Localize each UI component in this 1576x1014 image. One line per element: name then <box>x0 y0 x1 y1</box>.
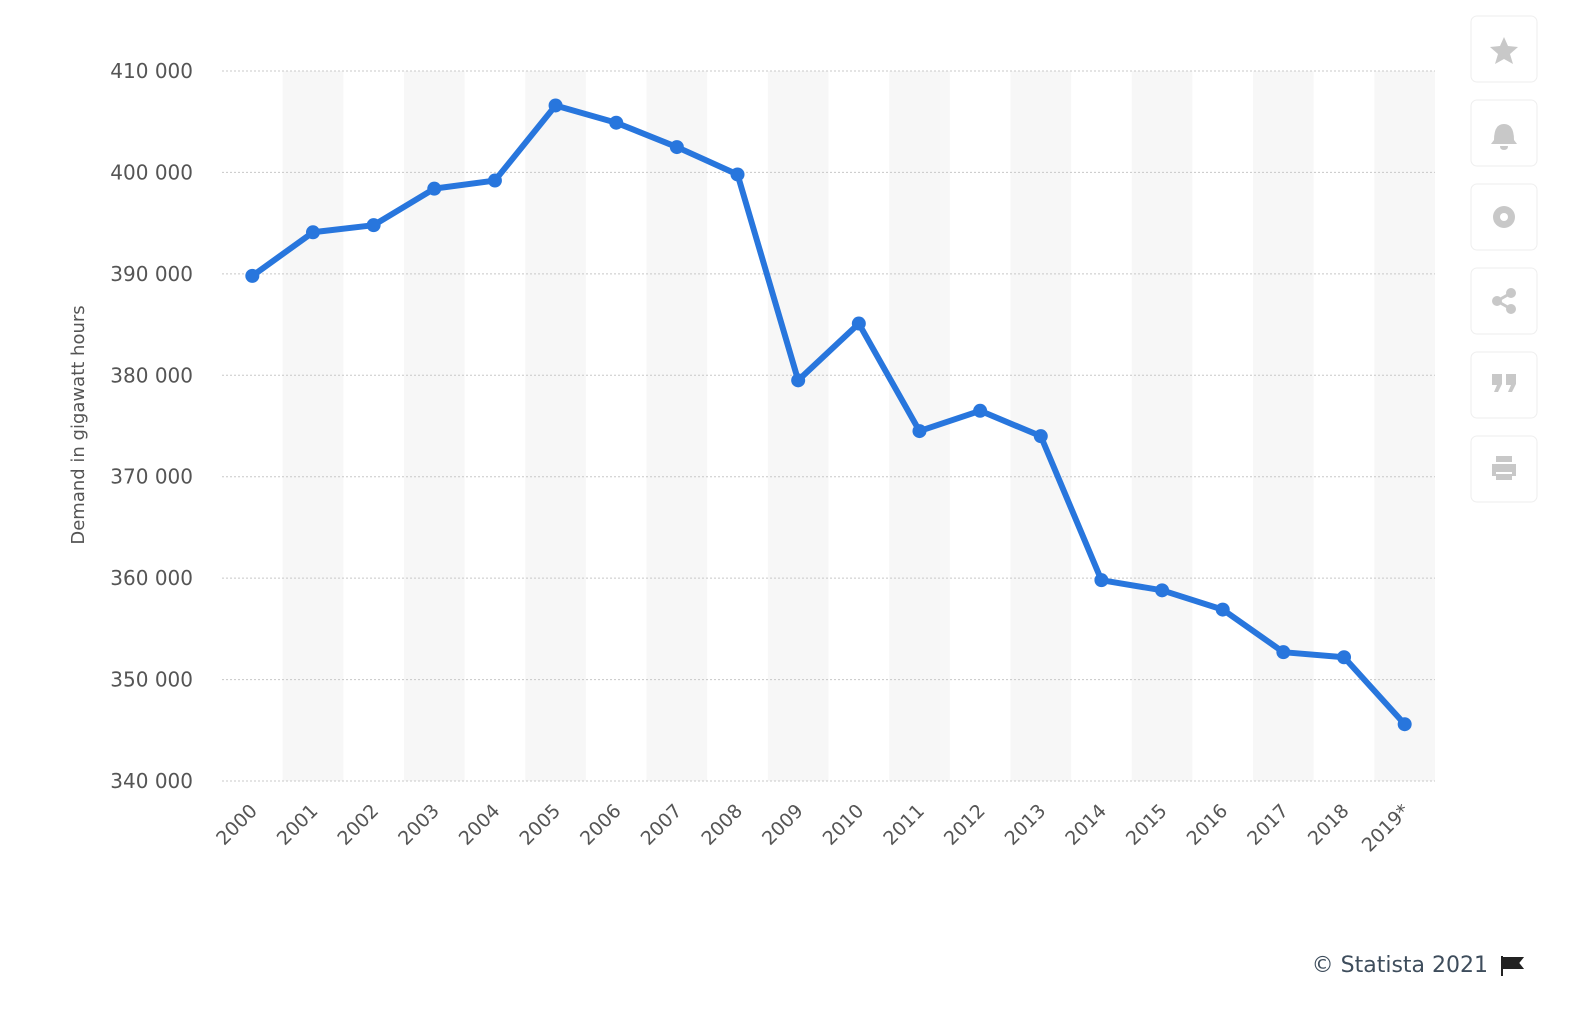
x-tick-label: 2003 <box>394 800 444 850</box>
data-point <box>791 373 806 388</box>
x-tick-label: 2013 <box>1001 800 1051 850</box>
column-band <box>646 71 708 781</box>
bell-icon <box>1491 124 1517 150</box>
x-tick-label: 2012 <box>940 800 990 850</box>
flag-icon <box>1501 956 1525 976</box>
sidebar <box>1470 15 1538 503</box>
share-button[interactable] <box>1470 267 1538 335</box>
y-axis-label: Demand in gigawatt hours <box>68 305 89 544</box>
share-dot <box>1492 296 1502 306</box>
data-point <box>1276 645 1291 660</box>
column-band <box>282 71 344 781</box>
x-tick-label: 2008 <box>697 800 747 850</box>
data-point <box>305 225 320 240</box>
x-tick-label: 2000 <box>212 800 262 850</box>
share-dot <box>1506 288 1516 298</box>
x-tick-label: 2009 <box>758 800 808 850</box>
data-point <box>1155 583 1170 598</box>
column-band <box>1131 71 1193 781</box>
y-tick-label: 410 000 <box>110 59 193 83</box>
data-point <box>427 181 442 196</box>
x-tick-label: 2004 <box>455 800 505 850</box>
x-tick-label: 2006 <box>576 800 626 850</box>
cite-button[interactable] <box>1470 351 1538 419</box>
y-tick-label: 340 000 <box>110 769 193 793</box>
x-tick-label: 2010 <box>819 800 869 850</box>
series-line <box>250 102 1407 727</box>
gear-hole <box>1500 213 1508 221</box>
data-point <box>245 268 260 283</box>
data-point <box>1215 602 1230 617</box>
share-dot <box>1506 304 1516 314</box>
credit: © Statista 2021 <box>1312 953 1488 978</box>
x-tick-label: 2001 <box>273 800 323 850</box>
data-point <box>1094 573 1109 588</box>
quote-icon <box>1492 374 1516 392</box>
column-band <box>403 71 465 781</box>
x-tick-label: 2002 <box>333 800 383 850</box>
y-tick-label: 390 000 <box>110 262 193 286</box>
x-tick-label: 2014 <box>1061 800 1111 850</box>
data-point <box>1033 429 1048 444</box>
y-tick-label: 400 000 <box>110 160 193 184</box>
data-point <box>1337 650 1352 665</box>
data-point <box>669 140 684 155</box>
x-tick-label: 2011 <box>879 800 929 850</box>
data-point <box>1397 717 1412 732</box>
x-tick-label: 2016 <box>1183 800 1233 850</box>
data-point <box>730 167 745 182</box>
data-point <box>366 218 381 233</box>
y-tick-label: 370 000 <box>110 465 193 489</box>
data-point <box>487 173 502 188</box>
column-band <box>767 71 829 781</box>
column-band <box>525 71 586 781</box>
x-tick-label: 2019* <box>1358 800 1414 856</box>
y-tick-label: 350 000 <box>110 668 193 692</box>
x-tick-label: 2005 <box>515 800 565 850</box>
column-band <box>1374 71 1435 781</box>
x-tick-label: 2018 <box>1304 800 1354 850</box>
x-tick-label: 2017 <box>1243 800 1293 850</box>
x-tick-label: 2015 <box>1122 800 1172 850</box>
y-tick-label: 380 000 <box>110 363 193 387</box>
column-band <box>1253 71 1314 781</box>
print-icon <box>1492 456 1516 480</box>
data-point <box>851 316 866 331</box>
column-bands <box>282 71 1435 781</box>
data-point <box>973 403 988 418</box>
data-point <box>548 98 563 113</box>
data-point <box>609 115 624 130</box>
star-icon <box>1490 37 1518 64</box>
y-tick-label: 360 000 <box>110 566 193 590</box>
x-tick-label: 2007 <box>637 800 687 850</box>
data-point <box>912 424 927 439</box>
